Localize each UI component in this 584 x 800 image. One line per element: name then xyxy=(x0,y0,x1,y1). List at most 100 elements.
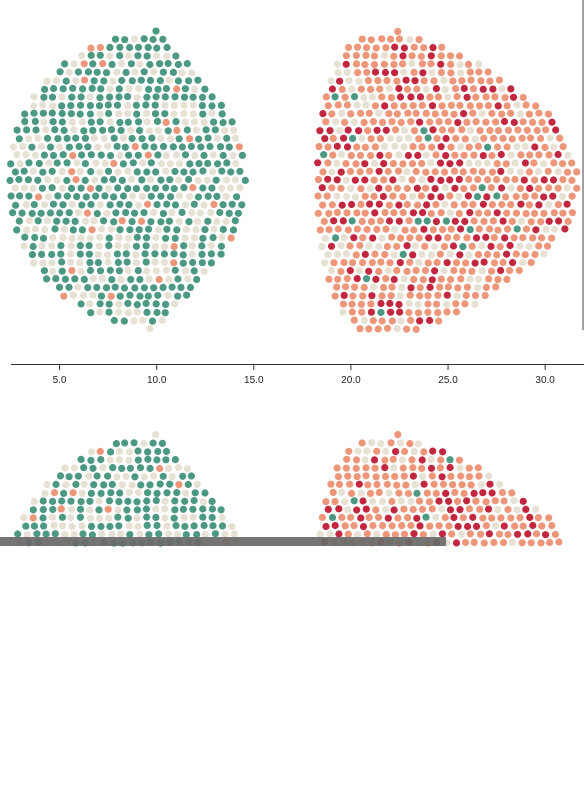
data-point xyxy=(59,151,67,159)
data-point xyxy=(30,93,38,101)
data-point xyxy=(166,480,174,488)
data-point xyxy=(460,200,468,208)
data-point xyxy=(171,234,179,242)
data-point xyxy=(375,109,383,117)
data-point xyxy=(208,102,216,110)
data-point xyxy=(59,522,67,530)
data-point xyxy=(84,143,92,151)
data-point xyxy=(486,126,494,135)
data-point xyxy=(371,209,379,217)
data-point xyxy=(128,134,136,142)
data-point xyxy=(111,283,119,291)
data-point xyxy=(344,472,352,480)
data-point xyxy=(63,192,71,200)
data-point xyxy=(512,209,521,217)
data-point xyxy=(198,102,206,110)
data-point xyxy=(77,93,85,101)
data-point xyxy=(350,316,358,324)
data-point xyxy=(152,27,160,35)
data-point xyxy=(68,168,76,176)
data-point xyxy=(462,291,470,299)
data-point xyxy=(165,275,173,283)
data-point xyxy=(352,51,360,60)
data-point xyxy=(534,167,543,176)
data-point xyxy=(352,464,360,472)
data-point xyxy=(113,250,121,258)
data-point xyxy=(162,234,170,242)
data-point xyxy=(67,258,75,266)
data-point xyxy=(29,506,37,514)
data-point xyxy=(152,431,160,439)
data-point xyxy=(335,480,344,488)
data-point xyxy=(494,127,503,135)
data-point xyxy=(114,513,122,521)
data-point xyxy=(75,142,83,151)
data-point xyxy=(350,497,358,505)
data-point xyxy=(172,522,180,530)
data-point xyxy=(393,242,401,251)
data-point xyxy=(54,192,62,200)
data-point xyxy=(133,168,141,176)
data-point xyxy=(157,176,165,184)
data-point xyxy=(489,85,497,93)
data-point xyxy=(49,505,57,514)
data-point xyxy=(546,538,554,547)
data-point xyxy=(464,60,473,68)
data-point xyxy=(422,184,430,192)
data-point xyxy=(171,300,179,308)
data-point xyxy=(503,225,512,233)
data-point xyxy=(41,225,49,234)
data-point xyxy=(28,251,36,259)
horizontal-scrollbar[interactable] xyxy=(0,537,446,546)
data-point xyxy=(433,300,441,308)
data-point xyxy=(60,292,68,300)
data-point xyxy=(503,275,511,283)
data-point xyxy=(433,134,441,143)
data-point xyxy=(86,234,94,242)
data-point xyxy=(450,110,458,118)
data-point xyxy=(394,431,402,439)
data-point xyxy=(456,159,464,167)
data-point xyxy=(406,258,414,266)
data-point xyxy=(391,142,399,150)
data-point xyxy=(397,317,405,325)
data-point xyxy=(362,464,370,472)
data-point xyxy=(400,275,408,283)
data-point xyxy=(200,201,208,209)
data-point xyxy=(393,77,401,85)
data-point xyxy=(316,530,324,538)
data-point xyxy=(191,85,199,93)
data-point xyxy=(201,489,209,497)
data-point xyxy=(413,85,421,93)
data-point xyxy=(395,201,403,209)
data-point xyxy=(457,225,465,233)
data-point xyxy=(496,480,504,488)
data-point xyxy=(107,126,116,134)
data-point xyxy=(84,284,92,292)
data-point xyxy=(232,159,240,168)
data-point xyxy=(206,142,214,151)
data-point xyxy=(145,127,154,135)
data-point xyxy=(322,118,330,126)
data-point xyxy=(381,472,390,481)
data-point xyxy=(134,52,142,60)
data-point xyxy=(393,325,401,333)
data-point xyxy=(125,234,133,242)
data-point xyxy=(447,69,455,77)
data-point xyxy=(86,93,94,101)
data-point xyxy=(110,134,118,142)
data-point xyxy=(443,259,451,267)
data-point xyxy=(443,291,451,299)
data-point xyxy=(31,225,39,233)
data-point xyxy=(175,481,183,489)
data-point xyxy=(525,242,533,251)
data-point xyxy=(188,242,196,250)
data-point xyxy=(58,513,67,521)
data-point xyxy=(56,472,65,480)
data-point xyxy=(158,439,166,447)
data-point xyxy=(141,142,149,150)
data-point xyxy=(118,217,126,225)
data-point xyxy=(403,267,411,275)
data-point xyxy=(153,456,161,464)
data-point xyxy=(67,242,75,250)
